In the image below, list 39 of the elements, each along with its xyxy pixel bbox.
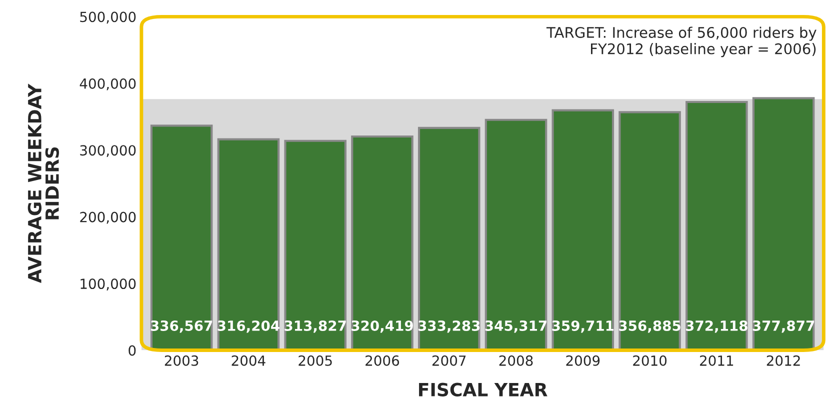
y-tick-label: 200,000 xyxy=(80,212,136,224)
data-label: 377,877 xyxy=(752,320,814,333)
x-axis-title: FISCAL YEAR xyxy=(419,382,548,396)
data-label: 313,827 xyxy=(284,320,346,333)
x-tick-label: 2012 xyxy=(766,355,800,366)
bar xyxy=(618,111,681,350)
bar xyxy=(686,100,748,350)
bar xyxy=(284,140,346,350)
x-tick-label: 2005 xyxy=(298,355,332,366)
x-tick-label: 2003 xyxy=(164,355,198,366)
data-label: 336,567 xyxy=(150,320,212,333)
x-tick-label: 2004 xyxy=(232,355,266,366)
x-tick-label: 2010 xyxy=(633,355,667,366)
data-label: 320,419 xyxy=(352,320,413,333)
y-tick-label: 500,000 xyxy=(80,12,136,24)
bar xyxy=(351,135,414,350)
data-label: 333,283 xyxy=(418,320,480,333)
bar xyxy=(418,126,480,350)
x-tick-label: 2007 xyxy=(432,355,466,366)
x-tick-label: 2011 xyxy=(700,355,734,366)
bar xyxy=(150,124,213,350)
y-tick-label: 100,000 xyxy=(80,278,136,290)
y-tick-label: 0 xyxy=(128,345,136,356)
y-axis-title: AVERAGE WEEKDAY RIDERS xyxy=(28,84,59,284)
data-label: 316,204 xyxy=(218,320,280,333)
x-tick-label: 2009 xyxy=(566,355,600,366)
data-label: 356,885 xyxy=(619,320,680,333)
x-tick-label: 2006 xyxy=(366,355,400,366)
y-tick-label: 300,000 xyxy=(80,145,136,158)
annotation: TARGET: Increase of 56,000 riders by FY2012 (baseline year = 2006) xyxy=(546,26,816,58)
bar xyxy=(484,118,548,350)
y-tick-label: 400,000 xyxy=(80,78,136,90)
bar xyxy=(752,97,815,350)
x-tick-label: 2008 xyxy=(499,355,533,366)
data-label: 372,118 xyxy=(686,320,748,333)
bar xyxy=(217,138,280,350)
data-label: 345,317 xyxy=(485,320,547,333)
data-label: 359,711 xyxy=(552,320,614,333)
bar xyxy=(552,109,614,350)
